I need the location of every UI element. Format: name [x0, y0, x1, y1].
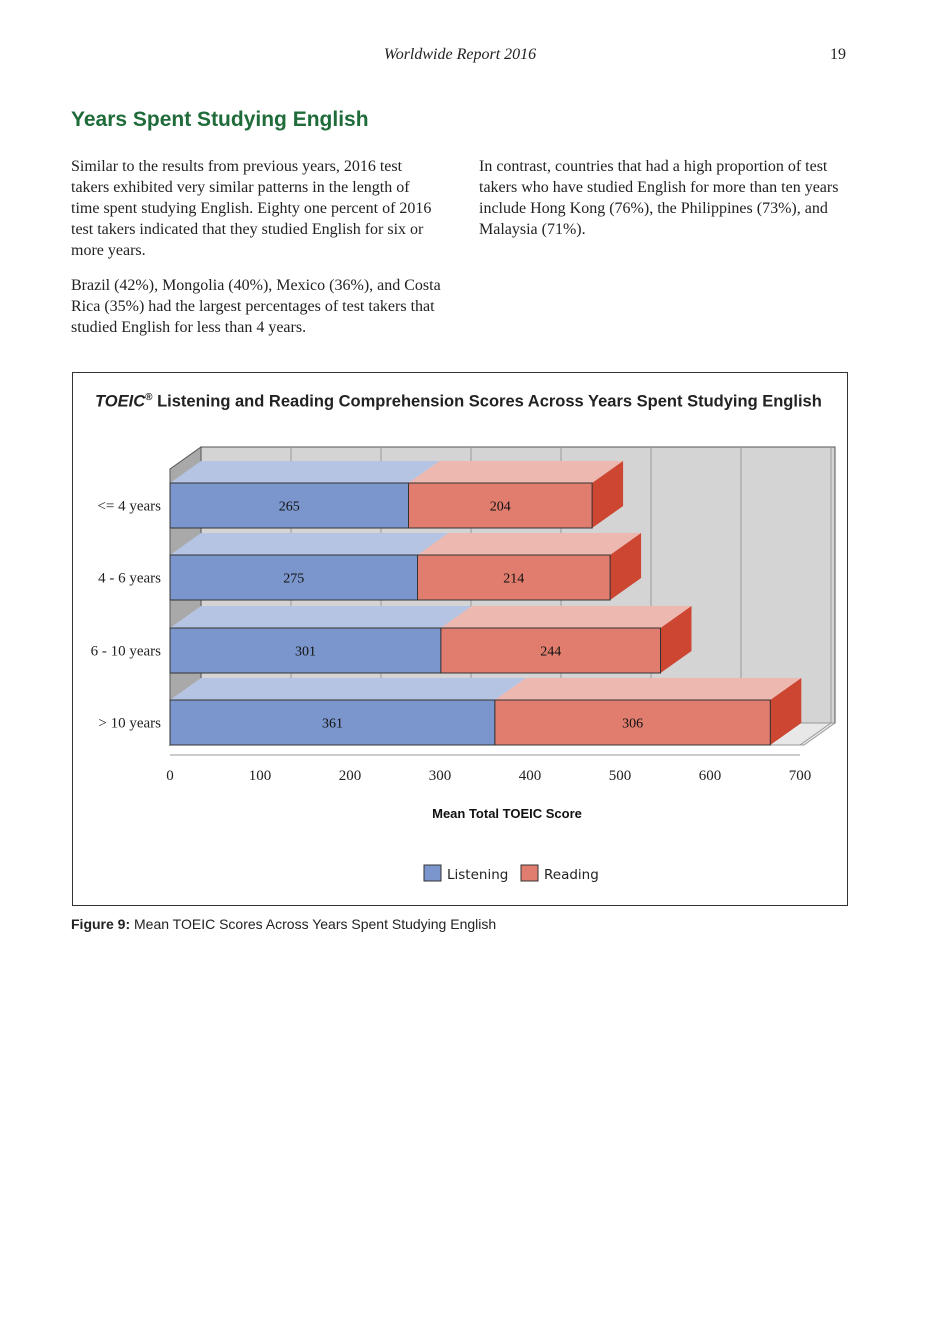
- chart-title-text: Listening and Reading Comprehension Scor…: [157, 392, 822, 411]
- bar-reading: [494, 699, 771, 746]
- paragraph: In contrast, countries that had a high p…: [479, 158, 839, 238]
- right-column: In contrast, countries that had a high p…: [479, 156, 849, 254]
- x-tick-label: 400: [519, 768, 542, 784]
- bar-reading: [408, 482, 593, 529]
- x-tick-label: 600: [699, 768, 722, 784]
- bar-listening: [169, 699, 496, 746]
- bar-side-reading: [610, 533, 642, 600]
- y-category-label: > 10 years: [98, 716, 161, 732]
- bar-top-reading: [417, 533, 642, 555]
- x-tick-label: 200: [339, 768, 362, 784]
- bar-top-reading: [408, 461, 624, 483]
- bar-reading: [417, 554, 611, 601]
- x-tick-label: 0: [166, 768, 174, 784]
- chart-title: TOEIC® Listening and Reading Comprehensi…: [95, 392, 822, 412]
- x-tick-label: 700: [789, 768, 812, 784]
- data-label: 214: [503, 572, 524, 587]
- section-title: Years Spent Studying English: [71, 108, 369, 131]
- page-number: 19: [830, 46, 846, 63]
- figure-caption: Figure 9: Mean TOEIC Scores Across Years…: [71, 916, 496, 932]
- bar-top-reading: [440, 606, 692, 628]
- x-tick-label: 100: [249, 768, 272, 784]
- bar-top-listening: [170, 678, 526, 700]
- data-label: 275: [283, 572, 304, 587]
- bar-side-reading: [592, 461, 624, 528]
- y-category-label: 4 - 6 years: [98, 571, 161, 587]
- bar-top-listening: [170, 533, 449, 555]
- x-tick-label: 500: [609, 768, 632, 784]
- data-label: 361: [322, 717, 343, 732]
- x-axis-title: Mean Total TOEIC Score: [432, 806, 582, 821]
- caption-text: Mean TOEIC Scores Across Years Spent Stu…: [130, 916, 497, 932]
- y-category-label: <= 4 years: [97, 499, 161, 515]
- registered-mark: ®: [145, 392, 153, 403]
- y-category-label: 6 - 10 years: [91, 644, 162, 660]
- x-tick-label: 300: [429, 768, 452, 784]
- bar-side-reading: [770, 678, 802, 745]
- bar-reading: [440, 627, 661, 674]
- bar-top-reading: [494, 678, 802, 700]
- data-label: 306: [622, 717, 643, 732]
- bar-top-listening: [170, 606, 472, 628]
- floor-gridline: [799, 722, 832, 746]
- data-label: 265: [279, 500, 300, 515]
- bar-top-listening: [170, 461, 440, 483]
- bar-listening: [169, 627, 442, 674]
- chart-title-brand: TOEIC: [95, 392, 146, 411]
- caption-label: Figure 9:: [71, 916, 131, 932]
- data-label: 301: [295, 645, 316, 660]
- data-label: 204: [490, 500, 511, 515]
- data-label: 244: [540, 645, 561, 660]
- bar-side-reading: [660, 606, 692, 673]
- bar-listening: [169, 482, 409, 529]
- paragraph: Similar to the results from previous yea…: [71, 158, 432, 259]
- bar-listening: [169, 554, 418, 601]
- legend-label-listening: Listening: [447, 867, 508, 883]
- paragraph: Brazil (42%), Mongolia (40%), Mexico (36…: [71, 277, 441, 336]
- left-column: Similar to the results from previous yea…: [71, 156, 441, 352]
- running-header: Worldwide Report 2016: [383, 46, 537, 63]
- legend-label-reading: Reading: [544, 867, 599, 883]
- legend-swatch-reading: [520, 864, 539, 882]
- legend-swatch-listening: [423, 864, 442, 882]
- chart-frame: [72, 372, 848, 906]
